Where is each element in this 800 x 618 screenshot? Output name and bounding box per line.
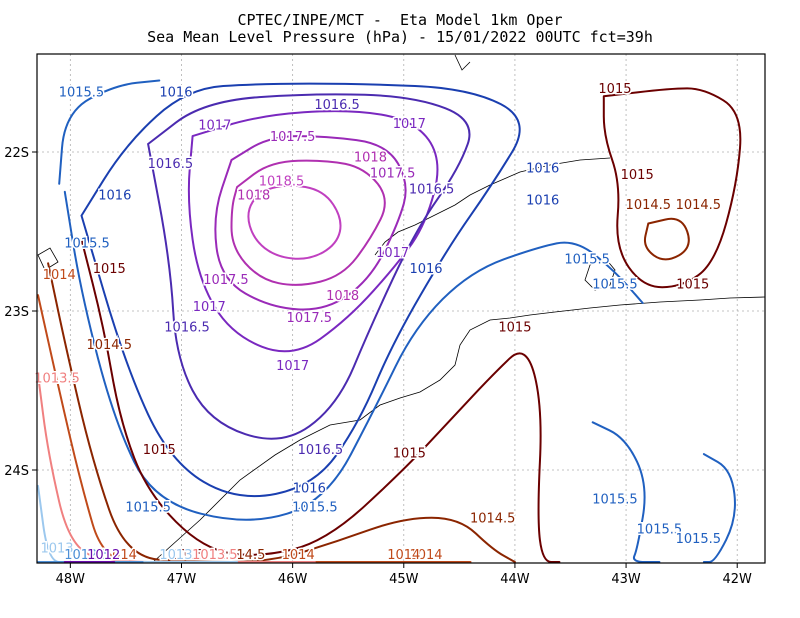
isobar-label: 1016	[159, 85, 192, 100]
isobar-1016-5	[147, 93, 471, 440]
coastline-bay	[374, 157, 611, 256]
grid-lines	[37, 54, 765, 563]
coastline-island	[584, 257, 616, 291]
isobar-label: 1013	[159, 548, 192, 563]
isobar-label: 1015.5	[564, 252, 610, 267]
isobar-label: 1014	[409, 548, 442, 563]
x-tick-label: 47W	[167, 572, 197, 587]
isobar-1016	[80, 82, 521, 498]
isobar-1013-5	[37, 373, 316, 563]
coastline-north	[454, 54, 471, 71]
isobar-label: 1015	[93, 262, 126, 277]
isobar-1014-5	[643, 217, 690, 261]
isobar-label: 1015	[170, 548, 203, 563]
isobar-label: 1015.5	[64, 236, 110, 251]
isobar-1017-5	[214, 135, 407, 311]
coastline	[37, 54, 766, 564]
isobar-label: 1017.5	[203, 273, 249, 288]
coastline-mainland	[151, 296, 766, 564]
isobar-label: 1015	[393, 446, 426, 461]
y-axis-ticks: 22S 23S 24S	[4, 146, 37, 479]
isobar-label: 1015.5	[676, 532, 722, 547]
isobar-label: 1014.5	[676, 198, 722, 213]
isobar-label: 1017.5	[270, 130, 316, 145]
x-tick-label: 45W	[389, 572, 419, 587]
isobar-label: 1013.5	[34, 372, 80, 387]
isobar-label: 1015.5	[637, 523, 683, 538]
isobar-label: 1016	[526, 193, 559, 208]
isobar-1018	[230, 159, 386, 286]
isobar-label: 1016	[409, 262, 442, 277]
isobar-1015	[80, 238, 561, 563]
isobar-label: 1014.5	[470, 511, 516, 526]
isobar-label: 1015.5	[592, 492, 638, 507]
isobar-label: 1017.5	[287, 311, 333, 326]
x-axis-ticks: 48W 47W 46W 45W 44W 43W 42W	[56, 563, 752, 587]
isobar-1015	[602, 87, 742, 289]
y-tick-label: 23S	[4, 305, 29, 320]
isobar-1015-5	[58, 79, 161, 185]
x-tick-label: 43W	[611, 572, 641, 587]
x-tick-label: 44W	[500, 572, 530, 587]
isobar-label: 1016.5	[314, 98, 360, 113]
chart-title-line-2: Sea Mean Level Pressure (hPa) - 15/01/20…	[147, 28, 653, 46]
isobars	[37, 79, 742, 563]
isobar-1018-5	[247, 184, 342, 260]
isobar-label: 1018	[237, 189, 270, 204]
isobar-label: 1015	[143, 443, 176, 458]
isobar-label: 1015.5	[125, 500, 171, 515]
plot-border	[36, 53, 766, 564]
isobar-label: 1016.5	[298, 443, 344, 458]
isobar-label: 1017	[198, 119, 231, 134]
isobar-label: 1012.5	[64, 548, 110, 563]
isobar-label: 1016.5	[164, 321, 210, 336]
x-tick-label: 48W	[56, 572, 86, 587]
isobar-label: 1016	[526, 162, 559, 177]
isobar-label: 1013	[40, 542, 73, 557]
isobar-label: 1015.5	[292, 500, 338, 515]
isobar-label: 1016.5	[148, 157, 194, 172]
isobar-label: 1018.5	[259, 174, 305, 189]
isobar-label: 1017	[276, 359, 309, 374]
isobar-label: 1015.5	[59, 85, 105, 100]
coastline-west	[37, 247, 59, 271]
isobar-label: 1015	[621, 168, 654, 183]
isobar-label: 1015	[598, 82, 631, 97]
isobar-label: 1014	[104, 548, 137, 563]
isobar-label: 1013.5	[192, 548, 238, 563]
isobar-label: 1015	[676, 278, 709, 293]
isobar-1015-5	[702, 453, 736, 563]
chart-title-line-1: CPTEC/INPE/MCT - Eta Model 1km Oper	[237, 11, 563, 29]
isobar-label: 1018	[326, 289, 359, 304]
isobar-label: 1014	[387, 548, 420, 563]
isobar-label: 1018	[354, 151, 387, 166]
isobar-label: 1017	[193, 300, 226, 315]
isobar-label: 1016.5	[409, 182, 455, 197]
plot-area	[37, 54, 765, 563]
isobar-labels: 1015.5 10161016.51017101510171017.51016.5…	[33, 81, 723, 565]
isobar-label: 1014.5	[220, 548, 266, 563]
isobar-1015-5	[63, 190, 644, 521]
y-tick-label: 24S	[4, 464, 29, 479]
y-tick-label: 22S	[4, 146, 29, 161]
isobar-label: 1015	[498, 321, 531, 336]
isobar-label: 1016	[98, 189, 131, 204]
isobar-1015-5	[591, 421, 661, 563]
isobar-label: 1017.5	[370, 166, 416, 181]
isobar-label: 1016	[293, 481, 326, 496]
isobar-label: 1012	[87, 548, 120, 563]
isobar-label: 1014	[43, 268, 76, 283]
isobar-label: 1017	[376, 246, 409, 261]
isobar-label: 1014	[282, 548, 315, 563]
isobar-label: 1014.5	[626, 198, 672, 213]
isobar-label: 1017	[393, 117, 426, 132]
x-tick-label: 42W	[723, 572, 753, 587]
isobar-label: 1014.5	[86, 338, 132, 353]
x-tick-label: 46W	[278, 572, 308, 587]
isobar-label: 1015.5	[592, 278, 638, 293]
